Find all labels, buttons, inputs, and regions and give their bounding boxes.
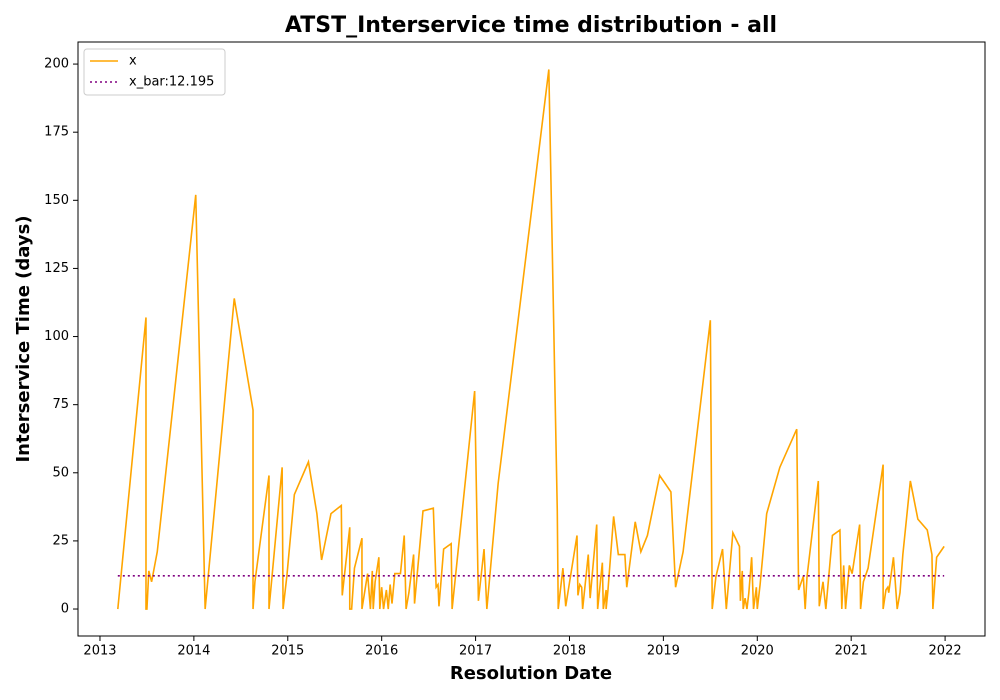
y-tick-label: 0 [61,602,69,617]
x-tick-label: 2017 [459,644,492,659]
x-tick-label: 2016 [365,644,398,659]
y-tick-label: 25 [52,533,69,548]
y-tick-label: 125 [44,261,69,276]
y-tick-label: 100 [44,329,69,344]
y-tick-label: 150 [44,193,69,208]
legend-label: x_bar:12.195 [129,75,214,90]
y-tick-label: 50 [52,465,69,480]
y-axis-label: Interservice Time (days) [13,215,34,462]
x-tick-label: 2014 [177,644,210,659]
legend-label: x [129,54,137,69]
x-tick-label: 2020 [741,644,774,659]
series-line [117,69,945,610]
y-tick-label: 200 [44,57,69,72]
x-tick-label: 2022 [929,644,962,659]
x-tick-label: 2018 [553,644,586,659]
plot-frame [77,41,986,637]
x-tick-label: 2021 [835,644,868,659]
legend-box [83,48,226,96]
x-tick-label: 2013 [83,644,116,659]
y-tick-label: 75 [52,397,69,412]
x-tick-label: 2019 [647,644,680,659]
chart-title: ATST_Interservice time distribution - al… [285,13,777,38]
x-axis-label: Resolution Date [450,663,612,684]
y-tick-label: 175 [44,125,69,140]
x-tick-label: 2015 [271,644,304,659]
